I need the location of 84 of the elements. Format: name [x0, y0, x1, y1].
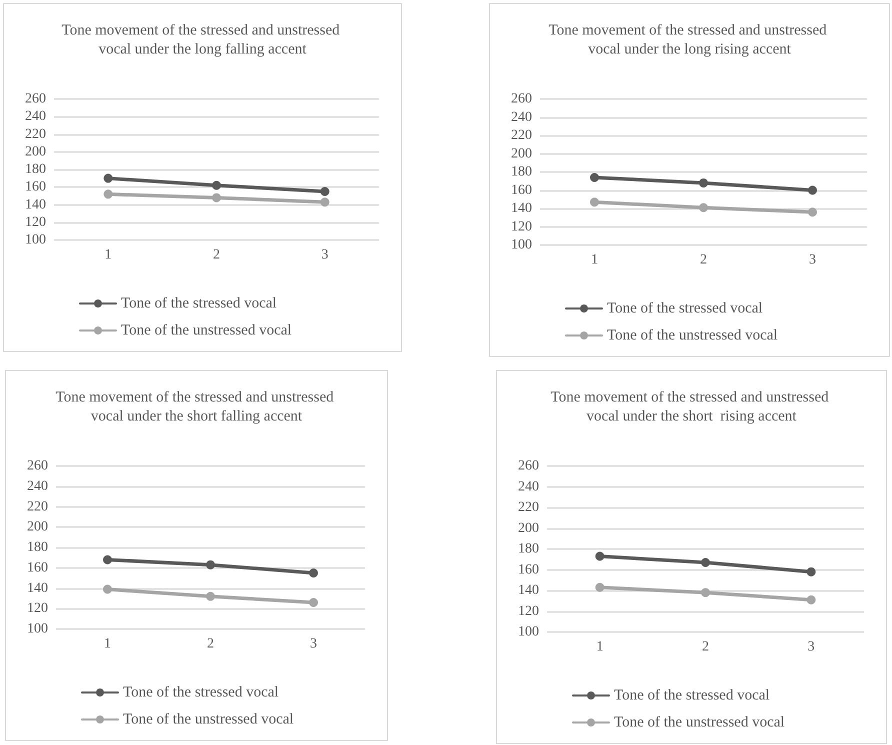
- y-tick-label: 240: [25, 109, 46, 124]
- point: [104, 174, 113, 183]
- x-tick-label: 2: [207, 636, 214, 652]
- y-tick-label: 220: [518, 500, 539, 515]
- y-tick-label: 140: [518, 583, 539, 598]
- point: [320, 187, 330, 196]
- legend-label: Tone of the unstressed vocal: [123, 712, 294, 728]
- y-tick-label: 140: [27, 580, 48, 596]
- y-tick-label: 260: [511, 92, 532, 106]
- point: [699, 178, 708, 188]
- x-tick-label: 1: [104, 636, 111, 652]
- y-tick-label: 100: [518, 624, 539, 640]
- chart-title: Tone movement of the stressed and unstressed vocal under the short rising accent: [550, 390, 832, 424]
- point: [212, 180, 221, 190]
- legend-label: Tone of the stressed vocal: [614, 688, 770, 704]
- point: [206, 592, 215, 601]
- point: [103, 555, 112, 564]
- y-tick-label: 100: [27, 622, 48, 636]
- y-tick-label: 180: [25, 162, 46, 177]
- y-tick-label: 100: [25, 232, 46, 248]
- y-tick-label: 120: [25, 214, 46, 230]
- x-tick-label: 1: [596, 640, 604, 654]
- y-tick-label: 200: [511, 146, 532, 162]
- x-tick-label: 2: [213, 248, 220, 262]
- x-tick-label: 2: [702, 640, 709, 654]
- x-tick-label: 2: [700, 252, 707, 268]
- chart-title: Tone movement of the stressed and unstressed vocal under the long rising accent: [548, 22, 830, 58]
- x-tick-label: 3: [809, 252, 816, 268]
- point: [590, 172, 599, 182]
- point: [806, 567, 816, 576]
- y-tick-label: 220: [25, 126, 46, 142]
- point: [701, 588, 710, 598]
- y-tick-label: 100: [511, 238, 532, 252]
- point: [320, 198, 330, 207]
- y-tick-label: 220: [27, 499, 48, 514]
- point: [309, 598, 318, 608]
- x-tick-label: 1: [104, 248, 112, 262]
- y-tick-label: 160: [25, 180, 46, 195]
- point: [309, 568, 318, 578]
- chart-title: Tone movement of the stressed and unstressed vocal under the short falling accent: [56, 390, 338, 424]
- legend-label: Tone of the unstressed vocal: [121, 322, 292, 338]
- y-tick-label: 180: [511, 164, 532, 180]
- point: [103, 584, 112, 594]
- y-tick-label: 180: [518, 542, 539, 556]
- y-tick-label: 140: [25, 197, 46, 212]
- legend-label: Tone of the unstressed vocal: [614, 714, 785, 730]
- y-tick-label: 260: [25, 92, 46, 106]
- y-tick-label: 240: [511, 110, 532, 125]
- y-tick-label: 220: [511, 128, 532, 143]
- point: [212, 193, 221, 202]
- point: [595, 552, 604, 561]
- x-tick-label: 3: [310, 636, 317, 652]
- point: [104, 190, 113, 199]
- x-tick-label: 3: [808, 640, 815, 654]
- legend-label: Tone of the stressed vocal: [123, 684, 279, 700]
- legend-label: Tone of the stressed vocal: [121, 296, 277, 312]
- y-tick-label: 160: [518, 562, 539, 578]
- y-tick-label: 240: [27, 478, 48, 494]
- legend-label: Tone of the stressed vocal: [607, 300, 763, 316]
- y-tick-label: 260: [27, 458, 48, 474]
- y-tick-label: 180: [27, 540, 48, 555]
- point: [806, 595, 816, 604]
- point: [699, 203, 708, 212]
- y-tick-label: 160: [27, 560, 48, 576]
- point: [590, 198, 599, 207]
- y-tick-label: 200: [27, 520, 48, 535]
- point: [595, 582, 604, 592]
- x-tick-label: 1: [591, 252, 598, 268]
- y-tick-label: 200: [25, 144, 46, 160]
- y-tick-label: 160: [511, 182, 532, 198]
- point: [808, 186, 817, 195]
- legend-label: Tone of the unstressed vocal: [607, 328, 778, 344]
- y-tick-label: 120: [518, 604, 539, 619]
- chart-title: Tone movement of the stressed and unstressed vocal under the long falling accent: [62, 22, 344, 58]
- point: [808, 208, 817, 217]
- point: [701, 558, 710, 567]
- y-tick-label: 120: [511, 219, 532, 234]
- y-tick-label: 260: [518, 458, 539, 474]
- y-tick-label: 200: [518, 520, 539, 536]
- y-tick-label: 120: [27, 601, 48, 616]
- x-tick-label: 3: [321, 248, 328, 262]
- y-tick-label: 140: [511, 201, 532, 216]
- point: [206, 560, 215, 570]
- y-tick-label: 240: [518, 479, 539, 494]
